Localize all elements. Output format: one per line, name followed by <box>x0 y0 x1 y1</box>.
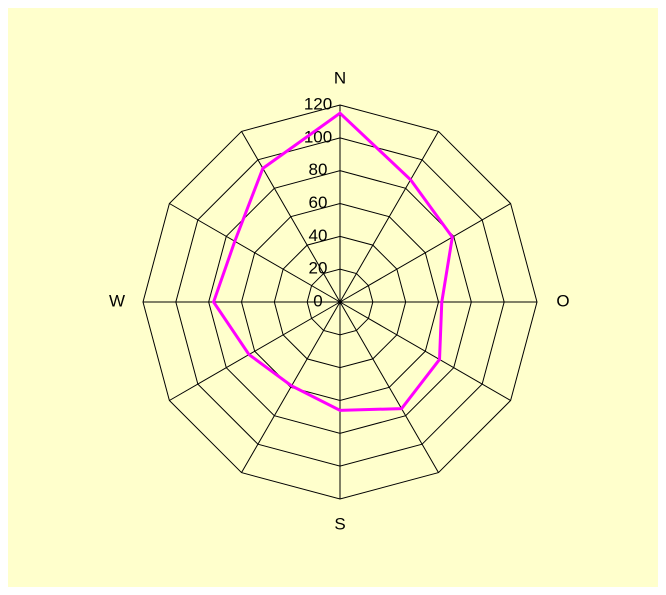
series-line <box>211 111 454 412</box>
spoke <box>241 301 341 473</box>
axis-label: W <box>109 291 125 310</box>
axis-label: O <box>556 291 569 310</box>
axis-label: N <box>334 68 346 87</box>
spoke <box>339 301 511 401</box>
tick-label: 0 <box>313 291 322 310</box>
spoke <box>339 203 511 303</box>
tick-label: 40 <box>309 226 328 245</box>
tick-label: 20 <box>309 259 328 278</box>
spoke <box>169 301 341 401</box>
axis-label: S <box>334 514 345 533</box>
spoke <box>339 301 439 473</box>
spoke <box>241 131 341 303</box>
spoke <box>169 203 341 303</box>
tick-label: 60 <box>309 193 328 212</box>
spoke <box>339 131 439 303</box>
tick-label: 100 <box>304 127 332 146</box>
tick-label: 80 <box>309 160 328 179</box>
tick-label: 120 <box>304 94 332 113</box>
